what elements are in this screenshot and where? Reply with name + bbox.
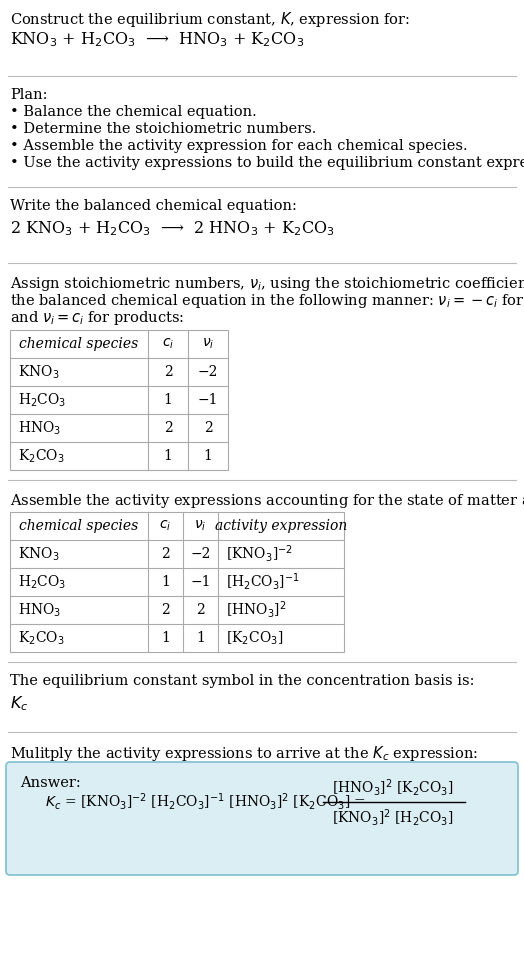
Text: 2: 2 [161,547,170,561]
Text: −1: −1 [198,393,219,407]
Text: HNO$_3$: HNO$_3$ [18,419,61,436]
Text: [HNO$_3$]$^2$: [HNO$_3$]$^2$ [226,600,287,621]
Text: activity expression: activity expression [215,519,347,533]
Text: Assign stoichiometric numbers, $\nu_i$, using the stoichiometric coefficients, $: Assign stoichiometric numbers, $\nu_i$, … [10,275,524,293]
Text: the balanced chemical equation in the following manner: $\nu_i = -c_i$ for react: the balanced chemical equation in the fo… [10,292,524,310]
Bar [10,512,344,652]
Text: K$_2$CO$_3$: K$_2$CO$_3$ [18,629,64,647]
Text: • Determine the stoichiometric numbers.: • Determine the stoichiometric numbers. [10,122,316,136]
Text: The equilibrium constant symbol in the concentration basis is:: The equilibrium constant symbol in the c… [10,674,475,688]
Text: Plan:: Plan: [10,88,48,102]
Text: 2: 2 [163,421,172,435]
Text: • Assemble the activity expression for each chemical species.: • Assemble the activity expression for e… [10,139,467,153]
FancyBboxPatch shape [6,762,518,875]
Text: $K_c$ = [KNO$_3$]$^{-2}$ [H$_2$CO$_3$]$^{-1}$ [HNO$_3$]$^2$ [K$_2$CO$_3$] =: $K_c$ = [KNO$_3$]$^{-2}$ [H$_2$CO$_3$]$^… [45,792,366,812]
Text: HNO$_3$: HNO$_3$ [18,602,61,619]
Text: [K$_2$CO$_3$]: [K$_2$CO$_3$] [226,629,283,647]
Text: 1: 1 [163,449,172,463]
Text: $c_i$: $c_i$ [159,519,172,533]
Text: H$_2$CO$_3$: H$_2$CO$_3$ [18,391,67,408]
Text: chemical species: chemical species [19,337,139,351]
Text: 2: 2 [163,365,172,379]
Text: 1: 1 [203,449,212,463]
Text: • Balance the chemical equation.: • Balance the chemical equation. [10,105,257,119]
Bar [10,330,228,470]
Text: KNO$_3$: KNO$_3$ [18,545,59,563]
Text: [KNO$_3$]$^2$ [H$_2$CO$_3$]: [KNO$_3$]$^2$ [H$_2$CO$_3$] [332,806,454,827]
Text: $\nu_i$: $\nu_i$ [194,519,206,533]
Text: [HNO$_3$]$^2$ [K$_2$CO$_3$]: [HNO$_3$]$^2$ [K$_2$CO$_3$] [332,776,454,798]
Text: Mulitply the activity expressions to arrive at the $K_c$ expression:: Mulitply the activity expressions to arr… [10,744,478,763]
Text: 1: 1 [161,575,170,589]
Text: KNO$_3$: KNO$_3$ [18,363,59,381]
Text: H$_2$CO$_3$: H$_2$CO$_3$ [18,574,67,591]
Text: $c_i$: $c_i$ [162,336,174,351]
Text: Write the balanced chemical equation:: Write the balanced chemical equation: [10,199,297,213]
Text: 2: 2 [204,421,212,435]
Text: Assemble the activity expressions accounting for the state of matter and $\nu_i$: Assemble the activity expressions accoun… [10,492,524,510]
Text: and $\nu_i = c_i$ for products:: and $\nu_i = c_i$ for products: [10,309,184,327]
Text: −2: −2 [190,547,211,561]
Text: K$_2$CO$_3$: K$_2$CO$_3$ [18,447,64,465]
Text: $K_c$: $K_c$ [10,694,28,713]
Text: 1: 1 [163,393,172,407]
Text: 2: 2 [196,603,205,617]
Text: Construct the equilibrium constant, $K$, expression for:: Construct the equilibrium constant, $K$,… [10,10,410,29]
Text: [KNO$_3$]$^{-2}$: [KNO$_3$]$^{-2}$ [226,544,293,564]
Text: Answer:: Answer: [20,776,81,790]
Text: KNO$_3$ + H$_2$CO$_3$  ⟶  HNO$_3$ + K$_2$CO$_3$: KNO$_3$ + H$_2$CO$_3$ ⟶ HNO$_3$ + K$_2$C… [10,30,304,49]
Text: 2: 2 [161,603,170,617]
Text: 1: 1 [161,631,170,645]
Text: −2: −2 [198,365,218,379]
Text: chemical species: chemical species [19,519,139,533]
Text: [H$_2$CO$_3$]$^{-1}$: [H$_2$CO$_3$]$^{-1}$ [226,572,300,593]
Text: • Use the activity expressions to build the equilibrium constant expression.: • Use the activity expressions to build … [10,156,524,170]
Text: −1: −1 [190,575,211,589]
Text: $\nu_i$: $\nu_i$ [202,336,214,351]
Text: 1: 1 [196,631,205,645]
Text: 2 KNO$_3$ + H$_2$CO$_3$  ⟶  2 HNO$_3$ + K$_2$CO$_3$: 2 KNO$_3$ + H$_2$CO$_3$ ⟶ 2 HNO$_3$ + K$… [10,219,335,237]
